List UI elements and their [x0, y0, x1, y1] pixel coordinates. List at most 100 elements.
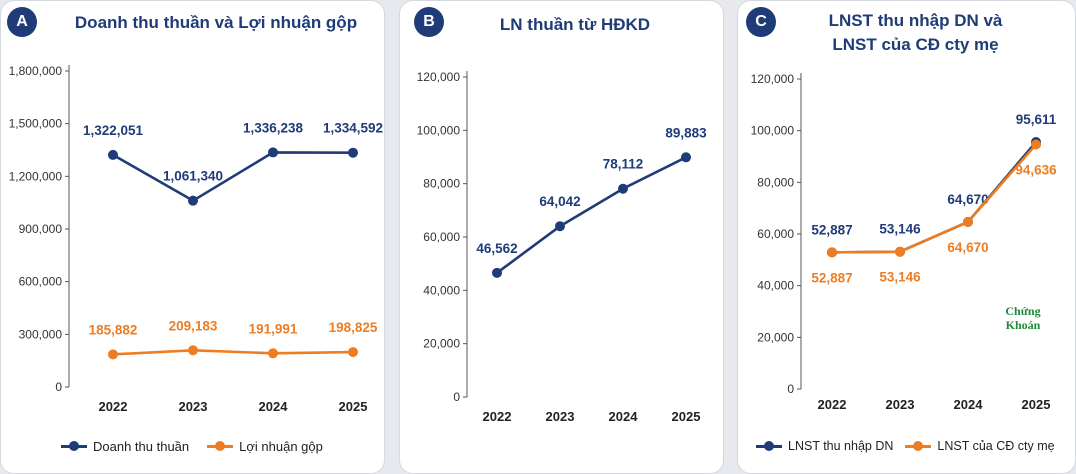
chart-title-c-line1: LNST thu nhập DN và — [828, 11, 1003, 30]
panel-badge-c: C — [746, 7, 776, 37]
y-tick-label: 0 — [55, 380, 62, 394]
data-point — [492, 267, 502, 278]
data-label: 64,670 — [947, 240, 988, 255]
x-tick-label: 2024 — [954, 397, 984, 412]
y-tick-label: 300,000 — [19, 327, 63, 341]
series-line — [112, 348, 354, 356]
x-tick-label: 2024 — [609, 409, 639, 424]
y-tick-label: 600,000 — [19, 275, 63, 289]
watermark-line1: Chứng — [1005, 304, 1041, 318]
legend-a: Doanh thu thuần Lợi nhuận gộp — [61, 439, 341, 454]
x-tick-label: 2022 — [99, 399, 128, 414]
x-tick-label: 2023 — [546, 409, 575, 424]
panel-b: B LN thuần từ HĐKD 0 20,000 40,000 60,000 80… — [399, 0, 724, 474]
legend-swatch-blue — [61, 441, 87, 451]
data-label: 209,183 — [169, 318, 218, 333]
legend-swatch-orange — [905, 440, 932, 451]
data-point — [348, 347, 358, 358]
y-tick-label: 20,000 — [423, 337, 460, 351]
x-tick-label: 2022 — [818, 397, 847, 412]
legend-label-gross-profit: Lợi nhuận gộp — [239, 439, 323, 454]
panel-a: A Doanh thu thuần và Lợi nhuận gộp 0 300,… — [0, 0, 385, 474]
y-tick-label: 100,000 — [417, 123, 461, 137]
series-line — [831, 143, 1037, 254]
y-tick-label: 80,000 — [423, 177, 460, 191]
data-label: 64,670 — [947, 192, 988, 207]
chart-a: 0 300,000 600,000 900,000 1,200,000 1,500,000… — [9, 64, 383, 414]
data-label: 185,882 — [89, 322, 138, 337]
data-point — [348, 147, 358, 158]
legend-swatch-orange — [207, 441, 234, 451]
data-label: 95,611 — [1016, 112, 1057, 127]
data-label: 1,061,340 — [163, 169, 223, 184]
chart-title-a: Doanh thu thuần và Lợi nhuận gộp — [74, 13, 358, 32]
y-tick-label: 20,000 — [757, 330, 794, 344]
data-point — [1031, 139, 1041, 150]
panel-badge-b: B — [414, 7, 444, 37]
series-line — [496, 156, 687, 274]
data-label: 52,887 — [811, 270, 852, 285]
y-tick-label: 1,800,000 — [9, 64, 63, 78]
data-label: 1,322,051 — [83, 123, 144, 138]
data-label: 46,562 — [476, 241, 517, 256]
series-line — [112, 151, 354, 202]
x-tick-label: 2025 — [672, 409, 701, 424]
y-tick-label: 900,000 — [19, 222, 63, 236]
data-label: 198,825 — [329, 320, 378, 335]
watermark-logo: Chứng Khoán — [992, 304, 1054, 336]
chart-b: 0 20,000 40,000 60,000 80,000 100,000 120,000 2… — [417, 70, 708, 424]
data-point — [268, 147, 278, 158]
data-point — [895, 246, 905, 257]
data-point — [268, 348, 278, 359]
data-label: 94,636 — [1015, 163, 1057, 178]
data-label: 1,334,592 — [323, 121, 383, 136]
x-tick-label: 2023 — [886, 397, 915, 412]
data-point — [188, 345, 198, 356]
y-tick-label: 120,000 — [417, 70, 461, 84]
y-tick-label: 40,000 — [757, 279, 794, 293]
data-point — [108, 349, 118, 360]
x-tick-label: 2022 — [483, 409, 512, 424]
y-tick-label: 0 — [787, 382, 794, 396]
data-point — [681, 152, 691, 163]
legend-label-lnst-parent: LNST của CĐ cty mẹ — [937, 439, 1055, 453]
legend-c: LNST thu nhập DN LNST của CĐ cty mẹ — [756, 439, 1073, 453]
chart-title-b: LN thuần từ HĐKD — [499, 15, 651, 34]
y-tick-label: 1,500,000 — [9, 117, 63, 131]
data-label: 53,146 — [879, 222, 921, 237]
y-tick-label: 0 — [453, 390, 460, 404]
y-tick-label: 60,000 — [423, 230, 460, 244]
data-label: 53,146 — [879, 270, 921, 285]
legend-label-revenue: Doanh thu thuần — [93, 439, 190, 454]
data-label: 89,883 — [665, 125, 707, 140]
data-point — [188, 195, 198, 206]
data-point — [827, 247, 837, 258]
x-tick-label: 2024 — [259, 399, 289, 414]
y-tick-label: 1,200,000 — [9, 169, 63, 183]
chart-title-c-line2: LNST của CĐ cty mẹ — [832, 35, 999, 54]
data-point — [618, 183, 628, 194]
watermark-line2: Khoán — [1005, 318, 1041, 332]
y-tick-label: 80,000 — [757, 175, 794, 189]
chart-c: 0 20,000 40,000 60,000 80,000 100,000 120,000 2… — [751, 72, 1058, 412]
y-tick-label: 60,000 — [757, 227, 794, 241]
x-tick-label: 2023 — [179, 399, 208, 414]
legend-swatch-blue — [756, 440, 782, 451]
panel-badge-a: A — [7, 7, 37, 37]
chart-title-c: LNST thu nhập DN và LNST của CĐ cty mẹ — [778, 9, 1053, 57]
x-tick-label: 2025 — [1022, 397, 1051, 412]
data-point — [555, 221, 565, 232]
data-point — [963, 216, 973, 227]
x-tick-label: 2025 — [339, 399, 368, 414]
data-label: 1,336,238 — [243, 120, 304, 135]
data-label: 52,887 — [811, 222, 852, 237]
data-label: 78,112 — [603, 157, 644, 172]
panel-c: C LNST thu nhập DN và LNST của CĐ cty mẹ… — [737, 0, 1076, 474]
y-tick-label: 100,000 — [751, 124, 795, 138]
y-tick-label: 40,000 — [423, 283, 460, 297]
y-tick-label: 120,000 — [751, 72, 795, 86]
legend-label-lnst-dn: LNST thu nhập DN — [788, 439, 894, 453]
data-label: 64,042 — [539, 194, 580, 209]
data-label: 191,991 — [249, 321, 298, 336]
data-point — [108, 149, 118, 160]
